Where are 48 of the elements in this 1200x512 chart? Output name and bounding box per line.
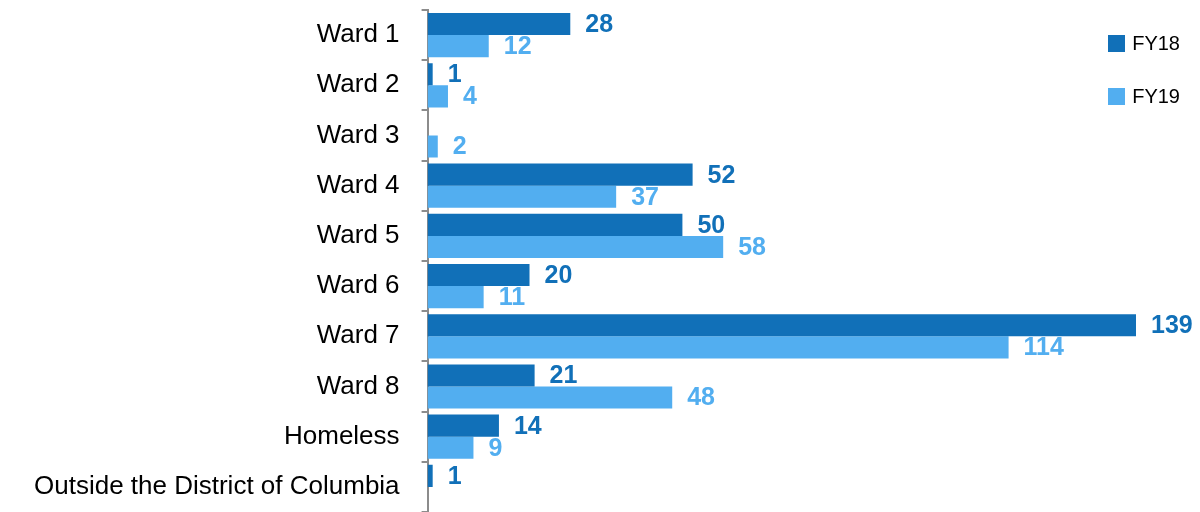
bar <box>427 386 673 409</box>
bar <box>427 286 484 309</box>
y-tick-label: Ward 2 <box>316 68 400 99</box>
y-tick-label: Ward 7 <box>316 319 400 350</box>
bar <box>427 163 693 186</box>
bar <box>427 364 535 387</box>
bar <box>427 63 433 86</box>
data-label: 1 <box>447 460 462 489</box>
bar <box>427 314 1136 337</box>
bar <box>427 464 433 487</box>
bar <box>427 336 1009 359</box>
data-label: 58 <box>738 231 767 260</box>
data-label: 12 <box>503 31 532 60</box>
data-label: 9 <box>488 432 503 461</box>
bar <box>427 135 438 158</box>
data-label: 50 <box>697 209 726 238</box>
bar <box>427 185 617 208</box>
y-tick-label: Ward 4 <box>316 168 400 199</box>
bar <box>427 85 448 108</box>
data-label: 21 <box>549 360 578 389</box>
data-label: 52 <box>707 159 736 188</box>
bar <box>427 213 683 236</box>
data-label: 48 <box>687 382 716 411</box>
y-tick-label: Ward 1 <box>316 18 400 49</box>
data-label: 11 <box>498 282 526 311</box>
legend-label: FY19 <box>1132 84 1180 109</box>
y-tick-label: Ward 6 <box>316 269 400 300</box>
y-tick-label: Ward 5 <box>316 219 400 250</box>
bar <box>427 13 571 36</box>
bar <box>427 414 499 437</box>
data-label: 20 <box>544 259 573 288</box>
y-tick-label: Outside the District of Columbia <box>33 470 401 501</box>
data-label: 14 <box>513 410 542 439</box>
bar <box>427 436 474 459</box>
bar <box>427 35 489 58</box>
y-tick-label: Homeless <box>283 419 400 450</box>
data-label: 139 <box>1151 310 1193 339</box>
bar <box>427 235 724 258</box>
y-tick-label: Ward 8 <box>316 369 400 400</box>
data-label: 4 <box>462 81 477 110</box>
bar <box>427 264 530 287</box>
data-label: 28 <box>585 8 614 37</box>
legend-label: FY18 <box>1132 31 1180 56</box>
data-label: 2 <box>452 131 467 160</box>
data-label: 114 <box>1023 332 1065 361</box>
data-label: 1 <box>447 59 462 88</box>
y-tick-label: Ward 3 <box>316 118 400 149</box>
data-label: 37 <box>631 181 659 210</box>
